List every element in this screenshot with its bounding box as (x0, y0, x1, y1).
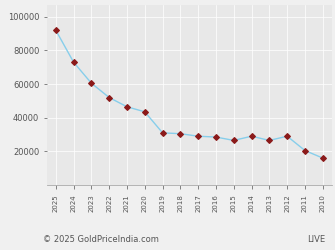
Point (267, 138, 272, 142)
Point (231, 138, 237, 142)
Point (284, 134, 290, 138)
Point (178, 132, 183, 136)
Point (196, 134, 201, 138)
Point (124, 105, 130, 109)
Point (213, 135, 219, 139)
Point (302, 148, 308, 152)
Point (249, 134, 254, 138)
Text: © 2025 GoldPriceIndia.com: © 2025 GoldPriceIndia.com (43, 235, 158, 244)
Point (160, 131, 165, 135)
Point (71, 60, 76, 64)
Point (320, 156, 325, 160)
Text: LIVE: LIVE (307, 235, 325, 244)
Point (53, 28, 59, 32)
Point (142, 110, 147, 114)
Point (107, 96, 112, 100)
Point (89, 81, 94, 85)
